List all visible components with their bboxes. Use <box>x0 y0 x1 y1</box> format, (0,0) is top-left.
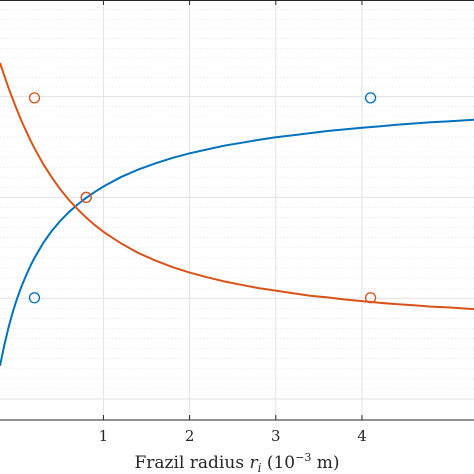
x-tick-label: 2 <box>185 427 195 445</box>
series-marker-2 <box>28 92 41 104</box>
series-layer <box>0 62 474 367</box>
x-tick-labels: 1 2 3 4 <box>99 427 367 445</box>
series-marker-2 <box>80 191 92 204</box>
x-tick-label: 3 <box>271 427 281 445</box>
major-grid <box>0 0 474 420</box>
series-marker-1 <box>28 292 41 304</box>
series-line-1 <box>0 118 474 367</box>
series-line-2 <box>0 62 474 311</box>
x-axis-label: Frazil radius ri (10−3 m) <box>135 451 340 474</box>
x-tick-label: 4 <box>357 427 367 445</box>
series-marker-1 <box>364 92 377 104</box>
x-tick-label: 1 <box>99 427 109 445</box>
series-marker-2 <box>364 292 377 304</box>
axes-layer <box>0 0 474 421</box>
